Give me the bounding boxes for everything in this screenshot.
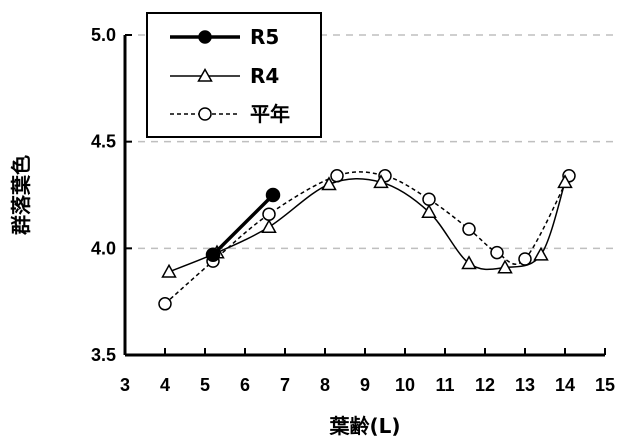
x-tick-label-8: 8 <box>320 375 330 395</box>
data-point-normal-year-0 <box>158 297 172 311</box>
x-tick-label-12: 12 <box>475 375 495 395</box>
data-point-r5-1 <box>265 187 281 203</box>
series-line-r5 <box>211 193 275 256</box>
data-point-r4-0 <box>161 263 177 278</box>
y-tick-label-4.5: 4.5 <box>91 132 116 152</box>
data-point-r4-7 <box>497 259 513 274</box>
data-point-normal-year-8 <box>518 252 532 266</box>
legend: R5 R4 平年 <box>146 12 322 138</box>
legend-marker-r4 <box>197 67 213 82</box>
x-tick-label-13: 13 <box>515 375 535 395</box>
data-point-r4-6 <box>461 255 477 270</box>
data-point-normal-year-5 <box>422 192 436 207</box>
legend-label-r4: R4 <box>250 64 279 88</box>
x-tick-label-9: 9 <box>360 375 370 395</box>
legend-item-r4: R4 <box>170 64 279 88</box>
y-tick-label-5.0: 5.0 <box>91 25 116 45</box>
legend-box <box>146 12 322 138</box>
data-point-r4-2 <box>261 218 277 233</box>
x-tick-label-4: 4 <box>160 375 170 395</box>
data-point-r4-5 <box>421 204 437 219</box>
x-tick-label-3: 3 <box>120 375 130 395</box>
series-normal-year <box>158 169 576 311</box>
legend-label-normal-year: 平年 <box>250 102 290 126</box>
data-point-r5-0 <box>205 247 221 262</box>
x-axis-title: 葉齢(L) <box>328 414 400 438</box>
series-line-r4 <box>168 177 566 273</box>
y-axis-title: 群落葉色 <box>9 155 33 236</box>
x-tick-label-10: 10 <box>395 375 415 395</box>
legend-marker-normal-year <box>198 107 212 121</box>
data-point-normal-year-6 <box>462 222 476 236</box>
legend-item-normal-year: 平年 <box>170 102 290 126</box>
y-tick-label-3.5: 3.5 <box>91 345 116 365</box>
x-tick-label-7: 7 <box>280 375 290 395</box>
y-ticks: 3.5 4.0 4.5 5.0 <box>91 25 132 365</box>
legend-label-r5: R5 <box>250 25 279 49</box>
x-tick-label-15: 15 <box>595 375 615 395</box>
x-tick-label-14: 14 <box>555 375 575 395</box>
data-point-normal-year-7 <box>490 245 504 260</box>
data-point-r4-9 <box>557 174 573 189</box>
data-point-normal-year-2 <box>262 207 276 221</box>
legend-item-r5: R5 <box>170 25 279 49</box>
y-tick-label-4.0: 4.0 <box>91 238 116 258</box>
legend-marker-r5 <box>198 30 212 44</box>
series-group <box>158 169 576 311</box>
x-ticks: 3 4 5 6 7 8 9 10 11 12 13 14 15 <box>120 348 615 395</box>
data-point-r4-4 <box>373 174 389 189</box>
series-r5 <box>205 187 281 262</box>
x-tick-label-6: 6 <box>240 375 250 395</box>
data-point-r4-3 <box>321 176 337 191</box>
series-r4 <box>161 174 573 278</box>
data-point-r4-8 <box>533 246 549 261</box>
series-line-normal-year <box>164 171 570 305</box>
x-tick-label-5: 5 <box>200 375 210 395</box>
x-tick-label-11: 11 <box>435 375 454 395</box>
